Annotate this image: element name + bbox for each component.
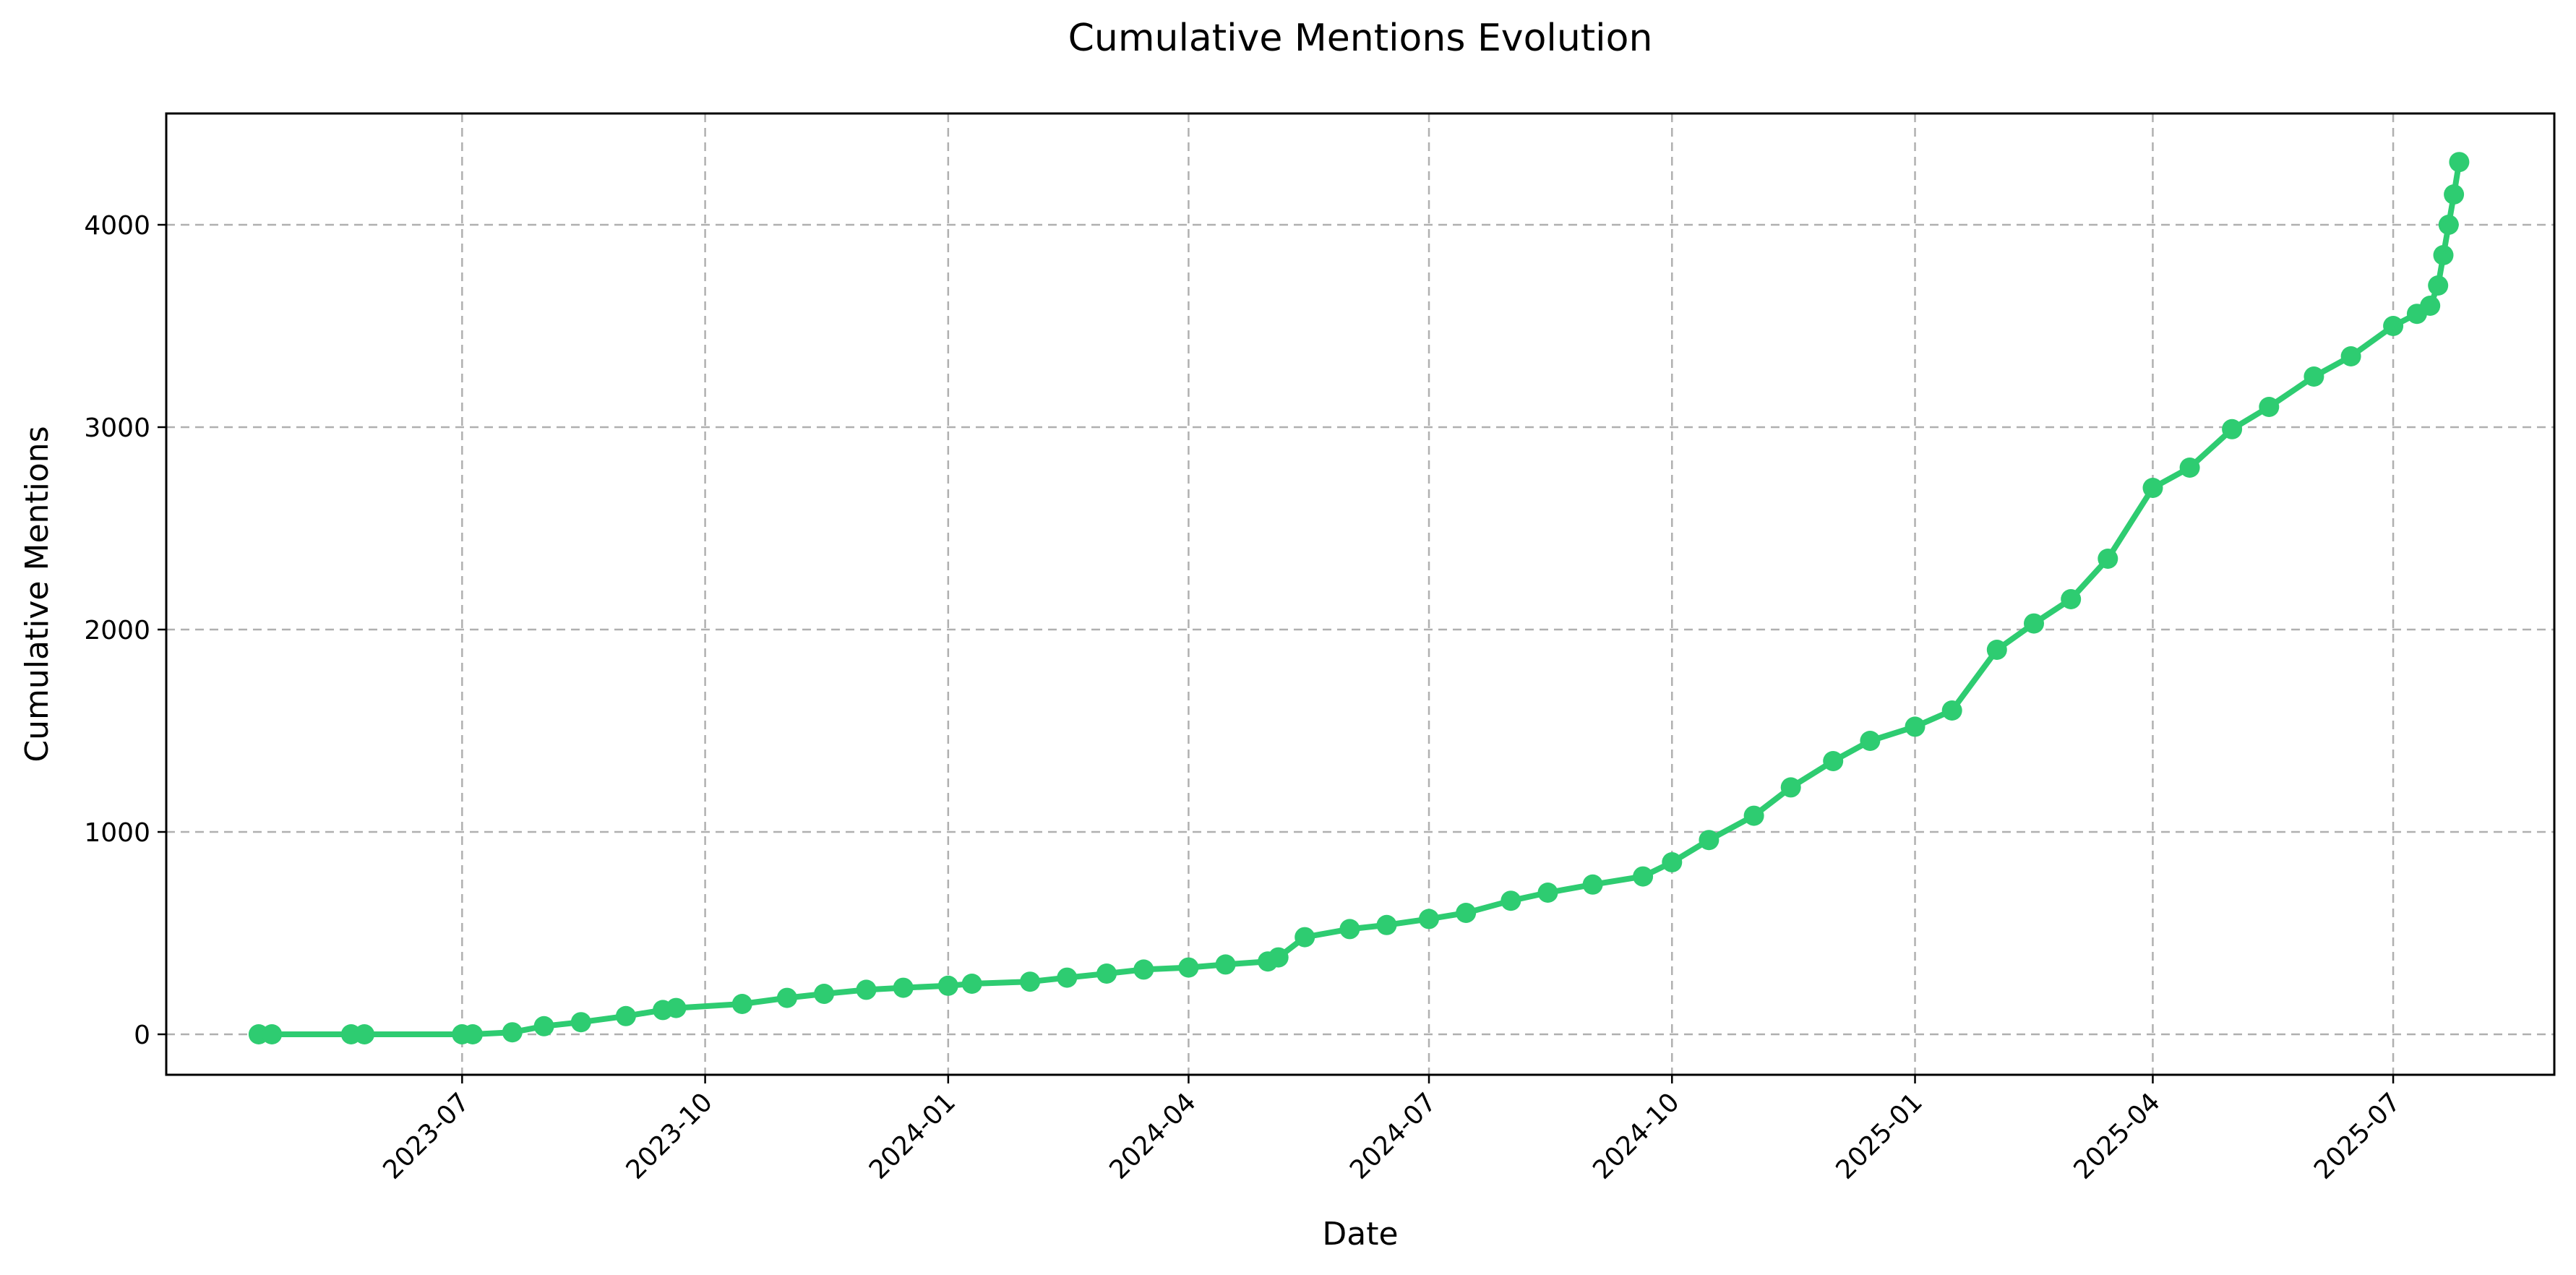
data-point (1941, 700, 1962, 721)
data-point (2428, 275, 2449, 296)
data-point (2383, 316, 2404, 336)
data-point (1780, 777, 1801, 798)
data-point (2061, 589, 2082, 609)
y-tick-label: 3000 (84, 413, 150, 443)
data-point (1339, 919, 1360, 940)
data-point (1096, 963, 1117, 984)
data-point (2179, 458, 2200, 478)
data-point (1662, 852, 1683, 872)
data-point (533, 1016, 554, 1036)
data-point (937, 975, 958, 996)
data-point (1376, 914, 1397, 935)
data-point (2024, 613, 2044, 634)
data-point (1823, 751, 1844, 771)
data-point (1986, 640, 2007, 660)
data-point (666, 997, 687, 1018)
data-point (1456, 903, 1477, 923)
x-axis-label: Date (1322, 1216, 1398, 1253)
y-tick-label: 0 (134, 1021, 150, 1050)
data-point (776, 987, 797, 1008)
data-point (1268, 947, 1289, 968)
x-tick-label: 2023-10 (621, 1087, 718, 1185)
y-tick-label: 4000 (84, 211, 150, 241)
data-point (961, 974, 982, 994)
data-point (1743, 805, 1764, 826)
data-point (814, 984, 835, 1004)
data-point (1860, 731, 1881, 751)
y-axis-label: Cumulative Mentions (19, 426, 56, 762)
y-tick-label: 1000 (84, 818, 150, 848)
data-point (615, 1005, 636, 1026)
data-point (262, 1024, 283, 1044)
data-point (1500, 890, 1521, 911)
data-point (2304, 366, 2324, 387)
cumulative-mentions-line (255, 159, 2463, 1037)
data-point (893, 977, 914, 998)
data-point (2444, 184, 2465, 205)
data-point (570, 1012, 591, 1033)
data-point (1020, 971, 1041, 992)
grid-lines (166, 113, 2554, 1075)
x-tick-label: 2023-07 (377, 1087, 475, 1185)
data-point (1215, 954, 1236, 975)
data-point (1057, 967, 1078, 988)
data-point (502, 1022, 523, 1043)
data-point (1905, 716, 1925, 737)
axis-ticks: 2023-07 2023-10 2024-01 2024-04 2024-07 2024-… (84, 211, 2406, 1185)
y-tick-label: 2000 (84, 616, 150, 645)
data-point (2438, 215, 2459, 235)
data-point (856, 979, 877, 1000)
data-point (1295, 927, 1315, 948)
x-tick-label: 2024-04 (1104, 1087, 1201, 1185)
x-tick-label: 2024-07 (1344, 1087, 1442, 1185)
data-point (731, 994, 752, 1014)
x-tick-label: 2025-07 (2309, 1087, 2406, 1185)
x-tick-label: 2025-04 (2068, 1087, 2165, 1185)
data-point (2142, 478, 2163, 498)
plot-area (248, 152, 2470, 1044)
x-tick-label: 2024-10 (1587, 1087, 1685, 1185)
data-point (1133, 959, 1154, 980)
data-point (354, 1024, 375, 1044)
chart-title: Cumulative Mentions Evolution (1068, 17, 1653, 60)
data-point (1699, 830, 1720, 851)
data-point (2098, 549, 2118, 569)
data-point (2449, 152, 2470, 173)
data-point (1537, 883, 1558, 903)
data-point (1633, 866, 1654, 887)
data-point (463, 1024, 483, 1044)
data-point (2420, 296, 2441, 316)
plot-frame (165, 112, 2556, 1076)
data-point (2259, 397, 2280, 417)
data-point (1419, 909, 1439, 930)
data-point (1582, 874, 1603, 895)
data-point (2222, 418, 2243, 439)
data-point (1178, 957, 1199, 978)
data-point (2433, 245, 2454, 265)
x-tick-label: 2025-01 (1831, 1087, 1928, 1185)
data-point (2340, 346, 2361, 366)
x-tick-label: 2024-01 (864, 1087, 961, 1185)
